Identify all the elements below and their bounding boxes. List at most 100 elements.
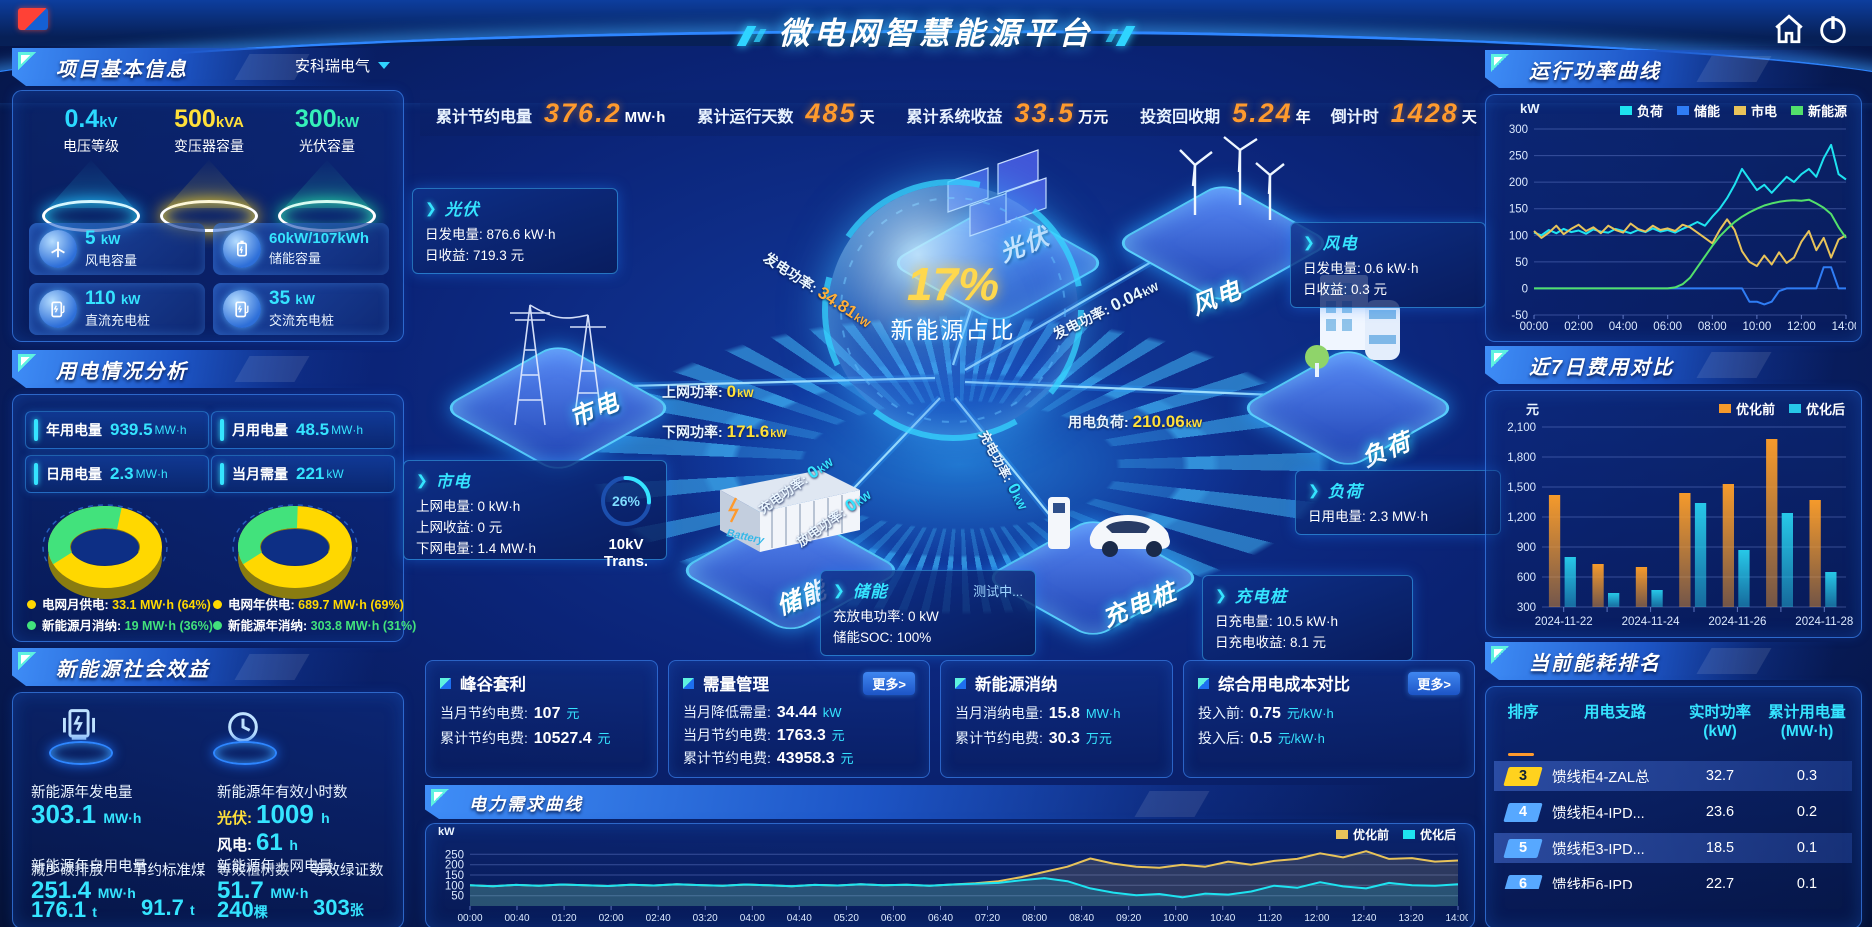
svg-text:0: 0 bbox=[1522, 283, 1528, 295]
grid-info-box: ❯ 市电 上网电量: 0 kW·h 上网收益: 0 元 下网电量: 1.4 MW·… bbox=[403, 460, 667, 570]
legend-item: 市电 bbox=[1733, 101, 1777, 120]
deco-slash-icon bbox=[1115, 25, 1136, 46]
table-row[interactable]: 6 馈线柜6-IPD 22.7 0.1 bbox=[1494, 869, 1852, 889]
kpi-stats-bar: 累计节约电量 376.2 MW·h 累计运行天数 485 天 累计系统收益 33… bbox=[420, 90, 1480, 136]
svg-text:08:40: 08:40 bbox=[1069, 913, 1094, 924]
table-row[interactable]: 3 馈线柜4-ZAL总 32.7 0.3 bbox=[1494, 761, 1852, 791]
corner-bracket-icon bbox=[1491, 54, 1509, 72]
panel-ranking-header: 当前能耗排名 bbox=[1485, 642, 1862, 680]
wind-turbines-icon bbox=[1179, 136, 1285, 220]
svg-text:02:00: 02:00 bbox=[599, 913, 624, 924]
ev-car-charger-icon bbox=[1048, 497, 1170, 557]
kpi-run-days: 累计运行天数 485 天 bbox=[697, 97, 875, 128]
panel-usage-header: 用电情况分析 bbox=[12, 350, 404, 388]
certs-value: 303张 bbox=[313, 895, 364, 920]
demand-curve-chart: 50 100 150 200 250 00:00 00:40 01:20 02:00 02:40 0… bbox=[430, 828, 1471, 927]
svg-text:26%: 26% bbox=[612, 493, 641, 509]
svg-text:06:00: 06:00 bbox=[1653, 321, 1682, 333]
legend-item: 优化后 bbox=[1788, 399, 1845, 418]
more-button[interactable]: 更多> bbox=[863, 671, 915, 695]
hours-label: 新能源年有效小时数 bbox=[217, 785, 348, 801]
panel-cost-header: 近7日费用对比 bbox=[1485, 346, 1862, 384]
company-select[interactable]: 安科瑞电气 bbox=[295, 55, 390, 76]
home-icon[interactable] bbox=[1772, 12, 1806, 46]
self-use-label: 新能源年自用电量 bbox=[31, 859, 147, 875]
gen-value: 303.1 MW·h bbox=[31, 799, 142, 829]
header-streak bbox=[1696, 56, 1772, 82]
svg-text:02:40: 02:40 bbox=[646, 913, 671, 924]
panel-energy-ranking: 当前能耗排名 排序 用电支路 实时功率 (kW) 累计用电量 (MW·h) 3 馈线… bbox=[1485, 642, 1862, 927]
corner-bracket-icon bbox=[1491, 350, 1509, 368]
pill-day-usage: 日用电量 2.3 MW·h bbox=[25, 455, 209, 493]
svg-text:1,200: 1,200 bbox=[1507, 512, 1536, 524]
ac-charger-icon bbox=[223, 290, 261, 328]
svg-text:50: 50 bbox=[451, 891, 464, 903]
panel-demand-body: kW 优化前 优化后 50 100 150 200 250 00:00 00:40 01:20 0… bbox=[425, 823, 1475, 927]
arrow-icon: ❯ bbox=[416, 471, 428, 488]
panel-cost-body: 元 优化前 优化后 300 600 900 1,200 1,500 1,800 2,100 20… bbox=[1485, 390, 1862, 638]
panel-power-curve: 运行功率曲线 kW 负荷 储能 市电 新能源 -50 0 50 100 150 200 250 30… bbox=[1485, 50, 1862, 342]
svg-text:150: 150 bbox=[445, 870, 464, 882]
pill-month-demand: 当月需量 221 kW bbox=[211, 455, 395, 493]
cost-legend: 优化前 优化后 bbox=[1718, 399, 1845, 418]
flow-load-power: 用电负荷: 210.06kW bbox=[1068, 412, 1203, 431]
scroll-indicator[interactable] bbox=[1508, 753, 1534, 756]
battery-icon bbox=[223, 230, 261, 268]
svg-text:-50: -50 bbox=[1511, 310, 1528, 322]
legend-item: 新能源 bbox=[1790, 101, 1847, 120]
svg-text:06:00: 06:00 bbox=[881, 913, 906, 924]
core-sphere: 17% 新能源占比 bbox=[828, 185, 1078, 435]
pedestal-pv-capacity: 300kW 光伏容量 bbox=[267, 105, 387, 232]
pv-hours: 光伏: 1009 h bbox=[217, 799, 330, 829]
panel-title: 运行功率曲线 bbox=[1529, 60, 1661, 83]
panel-title: 新能源社会效益 bbox=[56, 658, 210, 681]
svg-text:02:00: 02:00 bbox=[1564, 321, 1593, 333]
pedestal-voltage: 0.4kV 电压等级 bbox=[31, 105, 151, 232]
charger-info-box: ❯ 充电桩 日充电量: 10.5 kW·h 日充电收益: 8.1 元 bbox=[1202, 575, 1413, 661]
ranking-table-rows: 3 馈线柜4-ZAL总 32.7 0.3 4 馈线柜4-IPD... 23.6 … bbox=[1494, 761, 1852, 889]
power-icon[interactable] bbox=[1816, 12, 1850, 46]
pill-month-usage: 月用电量 48.5 MW·h bbox=[211, 411, 395, 449]
arrow-icon: ❯ bbox=[1308, 481, 1320, 498]
arrow-icon: ❯ bbox=[425, 199, 437, 216]
kpi-total-income: 累计系统收益 33.5 万元 bbox=[906, 97, 1109, 128]
legend-dot bbox=[27, 600, 36, 609]
power-curve-chart: -50 0 50 100 150 200 250 300 00:00 02:00 04:00 06:0… bbox=[1492, 117, 1861, 340]
page-title-wrap: 微电网智慧能源平台 bbox=[0, 8, 1872, 53]
panel-ranking-body: 排序 用电支路 实时功率 (kW) 累计用电量 (MW·h) 3 馈线柜4-ZAL总… bbox=[1485, 686, 1862, 927]
page-title: 微电网智慧能源平台 bbox=[778, 16, 1094, 51]
svg-text:300: 300 bbox=[1509, 124, 1528, 136]
legend-item: 负荷 bbox=[1619, 101, 1663, 120]
arrow-icon: ❯ bbox=[1215, 586, 1227, 603]
company-select-value: 安科瑞电气 bbox=[294, 58, 370, 75]
corner-bracket-icon bbox=[18, 52, 36, 70]
power-curve-legend: 负荷 储能 市电 新能源 bbox=[1619, 101, 1847, 120]
legend-dot bbox=[213, 621, 222, 630]
power-towers-icon bbox=[510, 304, 606, 426]
panel-power-curve-header: 运行功率曲线 bbox=[1485, 50, 1862, 88]
legend-dot bbox=[213, 600, 222, 609]
card-new-energy-consumption: 新能源消纳 当月消纳电量: 15.8 MW·h 累计节约电费: 30.3 万元 bbox=[940, 660, 1173, 778]
y-axis-unit: kW bbox=[1520, 101, 1540, 116]
table-row[interactable]: 5 馈线柜3-IPD... 18.5 0.1 bbox=[1494, 833, 1852, 863]
hours-clock-icon bbox=[211, 707, 277, 765]
svg-text:08:00: 08:00 bbox=[1022, 913, 1047, 924]
battery-container-icon: Battery bbox=[720, 470, 860, 552]
more-button[interactable]: 更多> bbox=[1408, 671, 1460, 695]
transformer-load-gauge: 26% 10kV Trans. bbox=[596, 473, 656, 570]
self-use-value: 251.4 MW·h bbox=[31, 877, 136, 904]
header-streak bbox=[234, 356, 310, 382]
svg-text:300: 300 bbox=[1517, 602, 1536, 614]
export-label: 新能源年上网电量 bbox=[217, 859, 333, 875]
month-donut-legend: 电网月供电: 33.1 MW·h (64%) 新能源月消纳: 19 MW·h (… bbox=[27, 595, 213, 637]
header-streak bbox=[1696, 352, 1772, 378]
table-row[interactable]: 4 馈线柜4-IPD... 23.6 0.2 bbox=[1494, 797, 1852, 827]
svg-text:2,100: 2,100 bbox=[1507, 422, 1536, 434]
wind-hours: 风电: 61 h bbox=[217, 829, 298, 856]
generation-icon bbox=[47, 707, 113, 765]
svg-text:50: 50 bbox=[1515, 257, 1528, 269]
gen-label: 新能源年发电量 bbox=[31, 785, 133, 801]
gauge-label: 10kV Trans. bbox=[603, 536, 649, 570]
trees-label: 等效植树数 bbox=[217, 863, 290, 879]
year-energy-donut-chart bbox=[221, 499, 371, 616]
